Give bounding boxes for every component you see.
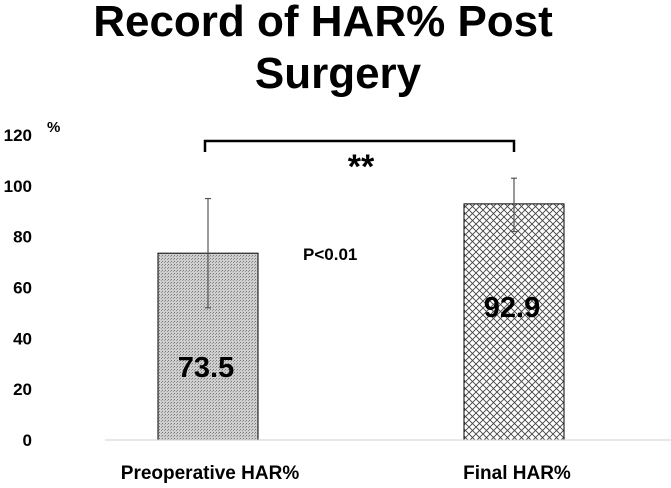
y-tick-label: 120: [4, 126, 32, 145]
x-category-label: Final HAR%: [463, 463, 571, 484]
x-axis-category-labels: Preoperative HAR% Final HAR%: [121, 463, 571, 484]
significance-stars: **: [348, 148, 375, 186]
y-tick-label: 80: [13, 228, 32, 247]
bar-value-label: 92.9: [484, 292, 540, 324]
y-tick-label: 20: [13, 380, 32, 399]
chart-title-line-1: Record of HAR% Post: [93, 0, 553, 46]
bar-value-label: 73.5: [178, 352, 234, 384]
significance-bracket: [203, 139, 516, 152]
chart-title-line-2: Surgery: [255, 49, 422, 98]
y-tick-label: 0: [23, 431, 32, 450]
y-tick-label: 100: [4, 177, 32, 196]
y-axis-ticks: 0 20 40 60 80 100 120: [4, 126, 32, 450]
bar: [463, 203, 565, 441]
error-bars: [205, 177, 517, 309]
x-category-label: Preoperative HAR%: [121, 463, 300, 484]
y-axis-unit: %: [47, 119, 60, 136]
y-tick-label: 60: [13, 279, 32, 298]
y-tick-label: 40: [13, 329, 32, 348]
p-value-label: P<0.01: [303, 245, 357, 264]
data-labels: 73.5 92.9: [178, 292, 540, 384]
